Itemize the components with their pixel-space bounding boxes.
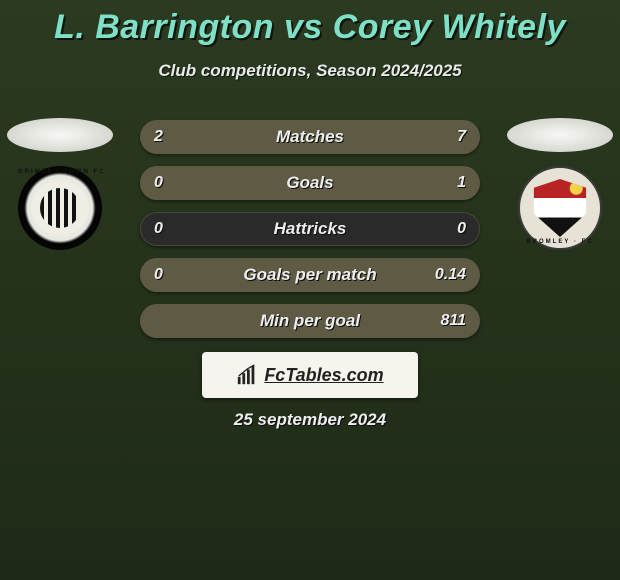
crest-arc-bottom: BROMLEY · FC xyxy=(520,239,600,245)
stat-fill-left xyxy=(140,120,215,154)
stat-right-value: 7 xyxy=(457,128,466,146)
stat-label: Goals xyxy=(286,173,333,193)
stat-row-matches: 2 Matches 7 xyxy=(140,120,480,154)
crest-arc-top: GRIMSBY TOWN FC xyxy=(18,169,102,175)
stat-right-value: 811 xyxy=(440,312,466,330)
left-player-name-oval xyxy=(7,118,113,152)
stat-row-goals-per-match: 0 Goals per match 0.14 xyxy=(140,258,480,292)
stat-right-value: 1 xyxy=(457,174,466,192)
branding-text: FcTables.com xyxy=(264,365,383,386)
stat-right-value: 0.14 xyxy=(435,266,466,284)
subtitle: Club competitions, Season 2024/2025 xyxy=(0,61,620,81)
left-player-column: GRIMSBY TOWN FC xyxy=(0,118,120,250)
stat-left-value: 0 xyxy=(154,266,163,284)
bromley-crest-icon: BROMLEY · FC xyxy=(518,166,602,250)
stats-table: 2 Matches 7 0 Goals 1 0 Hattricks 0 0 Go… xyxy=(140,120,480,350)
stat-row-min-per-goal: Min per goal 811 xyxy=(140,304,480,338)
stat-label: Goals per match xyxy=(243,265,376,285)
stat-fill-right xyxy=(215,120,480,154)
grimsby-crest-icon: GRIMSBY TOWN FC xyxy=(18,166,102,250)
stat-left-value: 0 xyxy=(154,220,163,238)
branding-link[interactable]: FcTables.com xyxy=(202,352,418,398)
date-line: 25 september 2024 xyxy=(0,410,620,430)
stat-row-hattricks: 0 Hattricks 0 xyxy=(140,212,480,246)
stat-left-value: 2 xyxy=(154,128,163,146)
right-player-name-oval xyxy=(507,118,613,152)
right-player-column: BROMLEY · FC xyxy=(500,118,620,250)
page-title: L. Barrington vs Corey Whitely xyxy=(0,0,620,47)
comparison-card: L. Barrington vs Corey Whitely Club comp… xyxy=(0,0,620,580)
stat-label: Matches xyxy=(276,127,344,147)
stat-row-goals: 0 Goals 1 xyxy=(140,166,480,200)
stat-label: Min per goal xyxy=(260,311,360,331)
bromley-shield-icon xyxy=(531,179,589,237)
stat-left-value: 0 xyxy=(154,174,163,192)
stat-label: Hattricks xyxy=(274,219,347,239)
barchart-icon xyxy=(236,364,258,386)
stat-right-value: 0 xyxy=(457,220,466,238)
